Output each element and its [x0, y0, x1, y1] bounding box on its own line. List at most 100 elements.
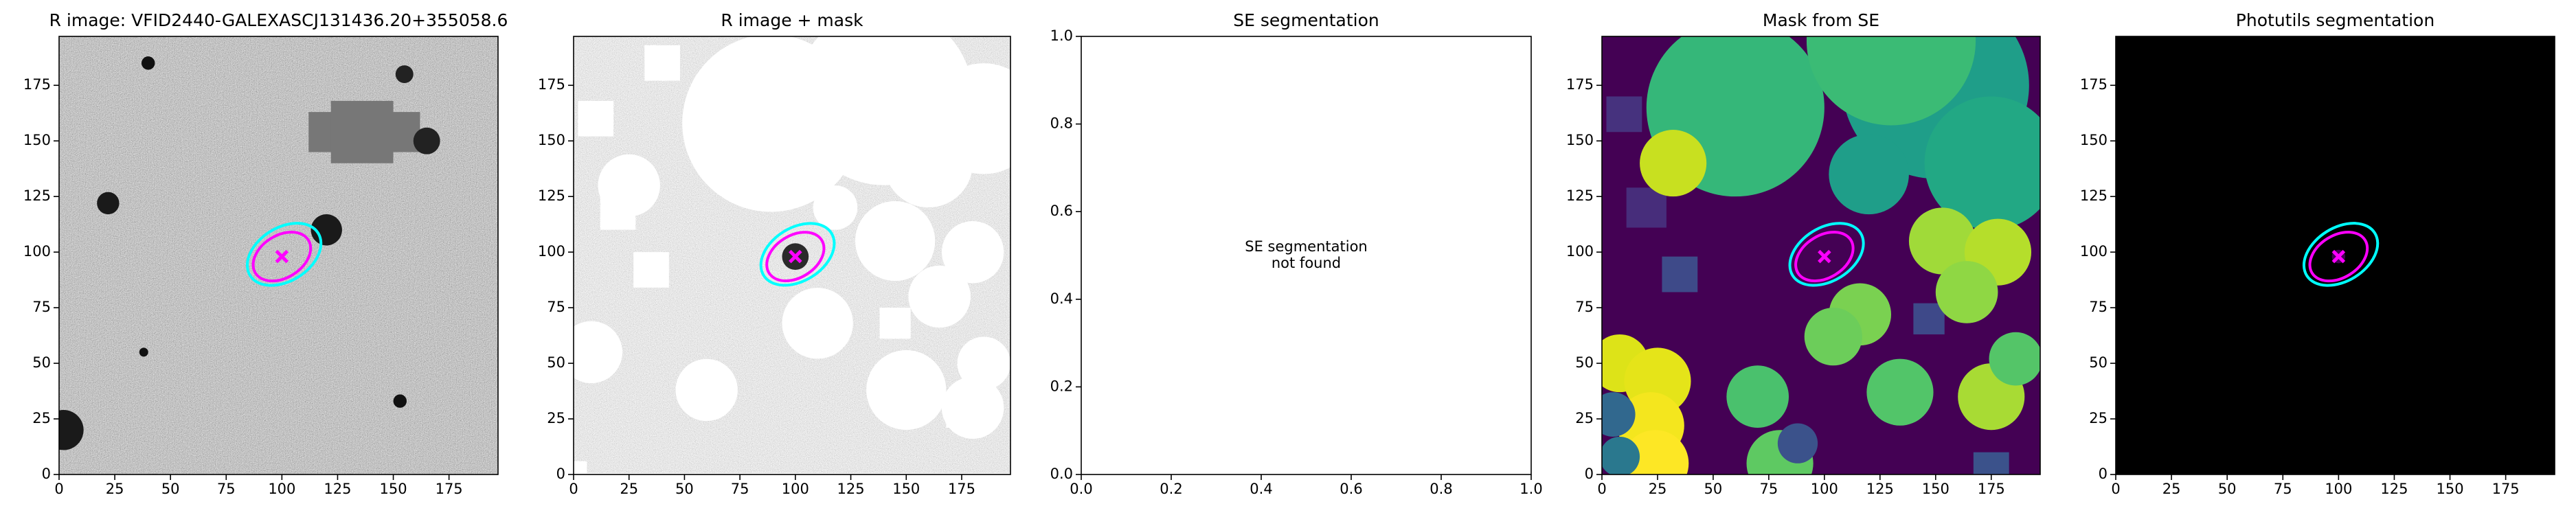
x-tick-label: 100	[782, 481, 809, 497]
aperture-cyan	[2302, 222, 2380, 287]
y-tick-label: 0	[2099, 466, 2108, 482]
image-region	[782, 288, 853, 359]
image-region	[908, 265, 971, 328]
x-tick-label: 75	[1760, 481, 1778, 497]
image-region	[330, 100, 394, 163]
image-region	[578, 100, 614, 137]
panel: Photutils segmentation 0 25 50 75 100 125 150 17…	[2080, 10, 2555, 497]
panel-title: Photutils segmentation	[2236, 10, 2434, 30]
axes-frame	[2115, 36, 2555, 475]
y-tick-label: 0.0	[1050, 466, 1073, 482]
image-region	[1935, 261, 1998, 323]
panel: R image: VFID2440-GALEXASCJ131436.20+355…	[23, 10, 508, 497]
axes-frame	[58, 36, 499, 475]
aperture-cyan	[245, 222, 323, 287]
axes-frame	[573, 36, 1011, 475]
image-region	[1829, 134, 1909, 215]
aperture-magenta	[765, 231, 826, 282]
image-region	[574, 321, 623, 384]
y-tick-label: 175	[23, 76, 51, 93]
image-region	[1602, 436, 1640, 474]
image-area	[1602, 36, 2040, 474]
center-marker	[275, 249, 289, 264]
y-tick-label: 25	[547, 410, 565, 426]
image-region	[574, 461, 587, 474]
image-region	[1626, 187, 1667, 228]
x-tick-label: 75	[217, 481, 236, 497]
y-tick-label: 75	[32, 299, 51, 315]
x-tick-label: 0.0	[1070, 481, 1092, 497]
image-region	[855, 201, 936, 282]
aperture-magenta	[251, 231, 313, 283]
x-tick-label: 50	[161, 481, 180, 497]
y-tick-label: 175	[538, 76, 565, 93]
x-tick-label: 125	[1866, 481, 1894, 497]
image-area	[574, 36, 1010, 474]
panel-title: Mask from SE	[1763, 10, 1879, 30]
image-region	[1622, 430, 1689, 474]
x-tick-label: 150	[1922, 481, 1950, 497]
panel-title: R image: VFID2440-GALEXASCJ131436.20+355…	[49, 10, 508, 30]
image-region	[1806, 36, 1976, 126]
image-region	[1908, 207, 1976, 275]
image-region	[1924, 96, 2040, 230]
image-region	[675, 358, 738, 422]
panel-title: R image + mask	[721, 10, 863, 30]
x-tick-label: 125	[837, 481, 865, 497]
axes-frame	[1081, 36, 1532, 475]
image-region	[1640, 130, 1707, 197]
y-tick-label: 50	[32, 354, 51, 371]
x-tick-label: 25	[106, 481, 124, 497]
y-tick-label: 150	[538, 132, 565, 148]
y-tick-label: 75	[1575, 299, 1594, 315]
image-region	[97, 192, 120, 215]
center-marker	[1818, 249, 1831, 264]
y-tick-label: 150	[23, 132, 51, 148]
x-tick-label: 150	[380, 481, 407, 497]
image-area	[2116, 36, 2555, 474]
y-tick-label: 0.2	[1050, 378, 1073, 394]
image-area	[59, 36, 498, 474]
image-region	[59, 36, 498, 474]
x-tick-label: 0	[54, 481, 63, 497]
y-tick-label: 100	[2080, 243, 2108, 260]
x-tick-label: 25	[2162, 481, 2181, 497]
y-tick-label: 100	[538, 243, 565, 260]
image-region	[644, 45, 680, 81]
image-region	[633, 252, 669, 288]
y-tick-label: 50	[1575, 354, 1594, 371]
image-region	[1662, 256, 1698, 293]
x-tick-label: 75	[731, 481, 749, 497]
y-tick-label: 75	[547, 299, 565, 315]
y-tick-label: 50	[547, 354, 565, 371]
image-region	[310, 214, 342, 246]
x-tick-label: 0	[2111, 481, 2120, 497]
x-tick-label: 150	[892, 481, 920, 497]
y-tick-label: 50	[2089, 354, 2108, 371]
image-region	[59, 410, 84, 450]
y-tick-label: 0	[1585, 466, 1594, 482]
center-marker	[2331, 249, 2346, 264]
x-tick-label: 50	[1704, 481, 1723, 497]
y-tick-label: 0.4	[1050, 290, 1073, 307]
image-region	[600, 194, 636, 230]
y-tick-label: 0.8	[1050, 115, 1073, 132]
image-region	[879, 308, 911, 339]
y-tick-label: 125	[23, 187, 51, 204]
panel-title: SE segmentation	[1233, 10, 1379, 30]
y-tick-label: 25	[32, 410, 51, 426]
x-tick-label: 100	[268, 481, 295, 497]
image-region	[1602, 392, 1636, 437]
x-tick-label: 0.8	[1430, 481, 1452, 497]
image-region	[946, 396, 978, 428]
x-tick-label: 125	[2380, 481, 2408, 497]
y-tick-label: 0	[42, 466, 51, 482]
image-region	[1726, 365, 1789, 428]
x-tick-label: 125	[324, 481, 351, 497]
x-tick-label: 175	[436, 481, 463, 497]
image-region	[1973, 452, 2009, 474]
image-region	[1804, 308, 1862, 366]
x-tick-label: 150	[2437, 481, 2464, 497]
